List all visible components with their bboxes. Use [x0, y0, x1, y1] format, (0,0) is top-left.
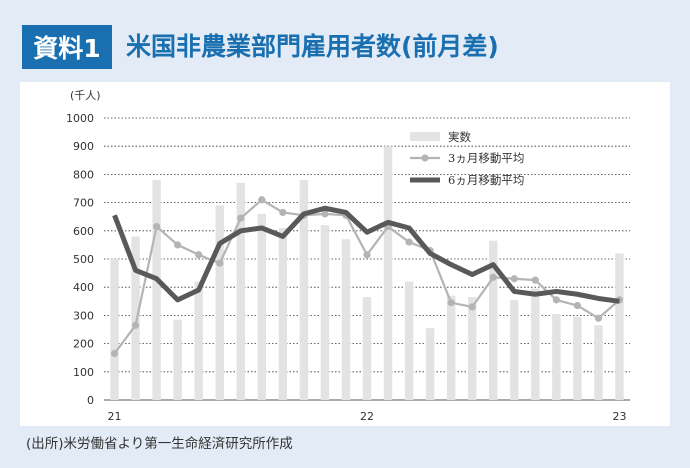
data-point [363, 251, 371, 259]
data-point [237, 214, 245, 222]
chart-svg: (千人) 0 100 200 300 400 500 600 700 800 900 1000 21 2… [66, 89, 630, 423]
y-unit-label: (千人) [70, 89, 101, 102]
bar [320, 225, 330, 400]
y-tick-label: 400 [73, 281, 94, 294]
y-tick-label: 800 [73, 168, 94, 181]
y-tick-label: 1000 [66, 112, 94, 125]
bar [194, 281, 203, 400]
legend-label: 6ヵ月移動平均 [448, 173, 524, 187]
y-tick-label: 300 [73, 309, 94, 322]
bar [278, 227, 288, 400]
legend-swatch-marker [421, 154, 429, 162]
bar [173, 319, 182, 400]
legend-label: 実数 [448, 130, 471, 144]
source-note: (出所)米労働省より第一生命経済研究所作成 [26, 436, 293, 452]
bar [404, 281, 414, 400]
data-point [131, 321, 140, 329]
legend-label: 3ヵ月移動平均 [448, 151, 524, 165]
bar [467, 297, 477, 400]
y-tick-label: 600 [73, 225, 94, 238]
bar [236, 182, 245, 400]
data-point [321, 210, 329, 218]
data-point [174, 241, 182, 249]
y-tick-label: 700 [73, 197, 94, 210]
data-point [510, 275, 518, 283]
legend-swatch-bar [410, 132, 440, 141]
bar [383, 146, 393, 400]
data-point [405, 238, 413, 246]
bar [552, 313, 561, 400]
bar [573, 316, 582, 400]
data-point [468, 303, 476, 311]
data-point [447, 299, 455, 307]
chart-title: 米国非農業部門雇用者数(前月差) [126, 32, 499, 61]
data-point [552, 296, 560, 304]
series-line [112, 205, 620, 304]
figure-badge: 資料1 [22, 25, 112, 69]
bar [531, 288, 540, 400]
header: 資料1 米国非農業部門雇用者数(前月差) [22, 25, 672, 69]
bar [425, 328, 435, 400]
bar [257, 213, 267, 400]
data-point [531, 276, 539, 284]
bar [299, 180, 309, 400]
data-point [195, 251, 203, 259]
y-tick-label: 200 [73, 338, 94, 351]
data-point [258, 196, 266, 204]
bar [594, 325, 603, 400]
data-point [594, 314, 603, 322]
bar [615, 253, 624, 400]
y-tick-label: 500 [73, 253, 94, 266]
x-tick-label: 21 [108, 410, 122, 423]
y-tick-label: 100 [73, 366, 94, 379]
bar [489, 240, 498, 400]
bar [131, 236, 140, 400]
y-tick-label: 900 [73, 140, 94, 153]
bar [110, 259, 119, 400]
bar [152, 180, 161, 400]
chart-panel: (千人) 0 100 200 300 400 500 600 700 800 900 1000 21 2… [20, 82, 670, 426]
bar [510, 299, 519, 400]
bar [446, 295, 456, 400]
bar [362, 297, 372, 400]
x-tick-label: 22 [360, 410, 374, 423]
data-point [573, 301, 582, 310]
bar [341, 239, 351, 400]
data-point [489, 273, 497, 281]
data-point [153, 222, 161, 231]
y-tick-label: 0 [87, 394, 94, 407]
data-point [110, 349, 119, 358]
data-point [279, 208, 287, 217]
bar [215, 205, 224, 400]
x-tick-label: 23 [612, 410, 626, 423]
data-point [216, 259, 224, 267]
